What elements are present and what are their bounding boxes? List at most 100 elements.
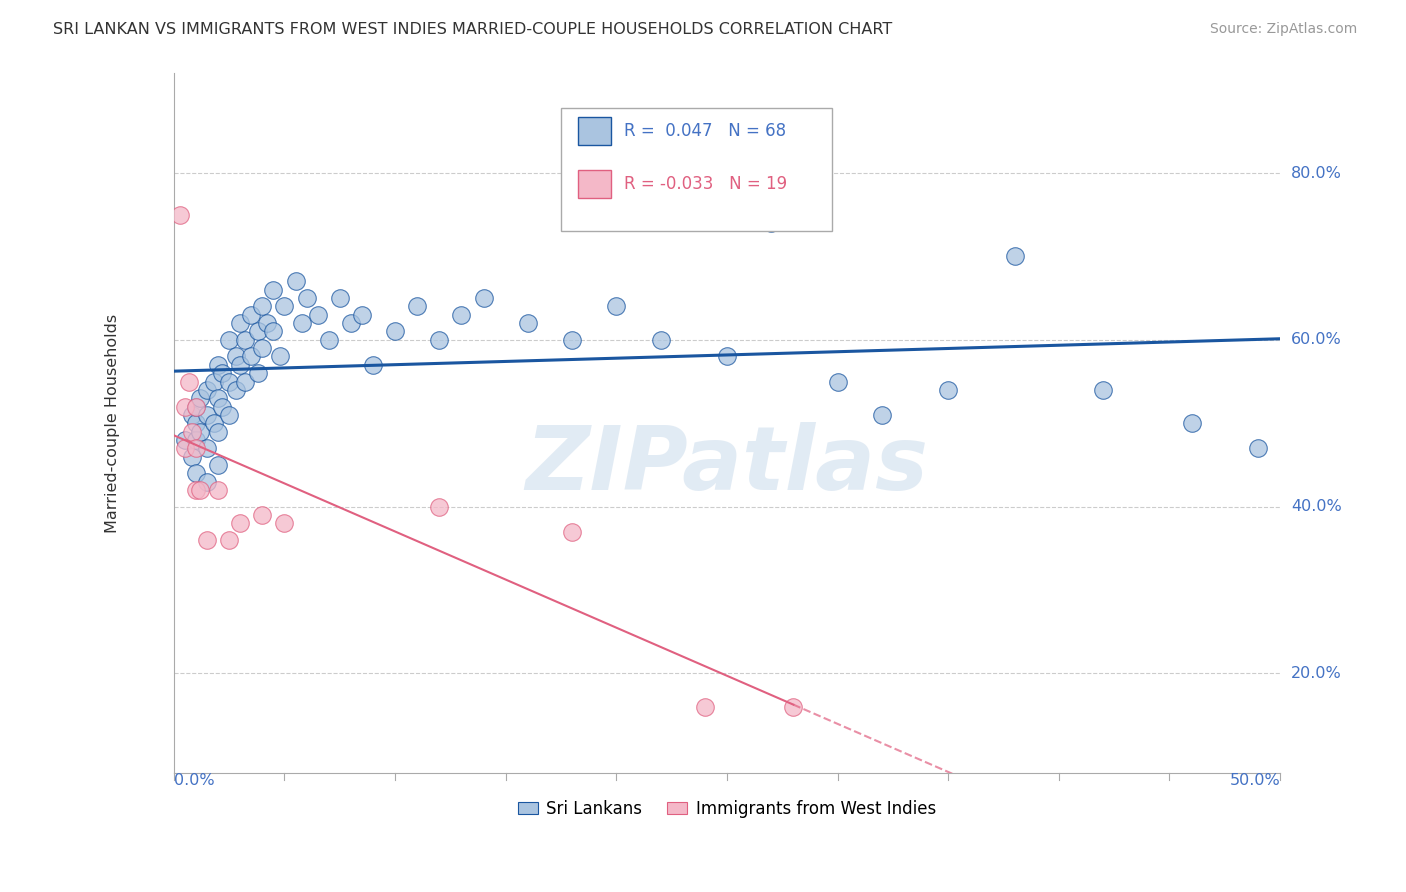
Point xyxy=(184,483,207,497)
Point xyxy=(427,333,450,347)
Point xyxy=(1092,383,1115,397)
Text: 20.0%: 20.0% xyxy=(1291,665,1341,681)
Point xyxy=(233,375,256,389)
Point xyxy=(229,516,252,531)
Point xyxy=(218,375,240,389)
Point xyxy=(472,291,495,305)
Point xyxy=(229,316,252,330)
Point xyxy=(269,350,291,364)
Point xyxy=(427,500,450,514)
Point xyxy=(240,350,263,364)
FancyBboxPatch shape xyxy=(561,108,832,230)
Point xyxy=(256,316,278,330)
Point xyxy=(246,325,269,339)
Point xyxy=(318,333,340,347)
Point xyxy=(561,333,583,347)
Text: Married-couple Households: Married-couple Households xyxy=(105,314,121,533)
Point xyxy=(207,458,229,472)
Point xyxy=(218,333,240,347)
Point xyxy=(184,400,207,414)
Point xyxy=(173,400,195,414)
Point xyxy=(173,441,195,455)
Text: 60.0%: 60.0% xyxy=(1291,333,1341,347)
Text: 80.0%: 80.0% xyxy=(1291,166,1341,180)
Text: Source: ZipAtlas.com: Source: ZipAtlas.com xyxy=(1209,22,1357,37)
Point xyxy=(827,375,849,389)
Point xyxy=(262,283,284,297)
Point xyxy=(190,391,212,405)
Point xyxy=(169,208,191,222)
Point xyxy=(406,300,429,314)
Point xyxy=(1004,249,1026,263)
Point xyxy=(693,699,716,714)
Point xyxy=(184,416,207,430)
Point xyxy=(240,308,263,322)
Point xyxy=(207,425,229,439)
Point xyxy=(195,383,218,397)
Point xyxy=(184,467,207,481)
Point xyxy=(184,400,207,414)
Text: SRI LANKAN VS IMMIGRANTS FROM WEST INDIES MARRIED-COUPLE HOUSEHOLDS CORRELATION : SRI LANKAN VS IMMIGRANTS FROM WEST INDIE… xyxy=(53,22,893,37)
Point xyxy=(605,300,627,314)
Point xyxy=(273,300,295,314)
Point xyxy=(284,275,307,289)
Point xyxy=(252,341,274,355)
Point xyxy=(184,433,207,447)
Point xyxy=(361,358,384,372)
Point xyxy=(229,358,252,372)
Point xyxy=(190,425,212,439)
Legend: Sri Lankans, Immigrants from West Indies: Sri Lankans, Immigrants from West Indies xyxy=(512,793,942,824)
Text: 50.0%: 50.0% xyxy=(1229,773,1279,789)
Point xyxy=(350,308,373,322)
Text: ZIPatlas: ZIPatlas xyxy=(526,422,928,508)
Point xyxy=(650,333,672,347)
Point xyxy=(218,408,240,422)
Point xyxy=(291,316,314,330)
Point xyxy=(870,408,893,422)
Point xyxy=(1180,416,1202,430)
Point xyxy=(207,358,229,372)
Point xyxy=(207,391,229,405)
Point xyxy=(516,316,538,330)
Point xyxy=(225,383,247,397)
Point xyxy=(936,383,959,397)
Bar xyxy=(578,117,610,145)
Point xyxy=(262,325,284,339)
Point xyxy=(307,308,329,322)
Text: R =  0.047   N = 68: R = 0.047 N = 68 xyxy=(624,122,786,140)
Point xyxy=(561,524,583,539)
Text: R = -0.033   N = 19: R = -0.033 N = 19 xyxy=(624,175,787,193)
Point xyxy=(225,350,247,364)
Point xyxy=(195,441,218,455)
Point xyxy=(759,216,782,230)
Point xyxy=(211,400,233,414)
Point xyxy=(716,350,738,364)
Point xyxy=(180,450,202,464)
Point xyxy=(202,416,225,430)
Bar xyxy=(578,169,610,198)
Point xyxy=(273,516,295,531)
Point xyxy=(202,375,225,389)
Point xyxy=(252,508,274,522)
Point xyxy=(295,291,318,305)
Point xyxy=(180,408,202,422)
Point xyxy=(782,699,804,714)
Point xyxy=(195,533,218,547)
Point xyxy=(450,308,472,322)
Point xyxy=(173,433,195,447)
Point xyxy=(233,333,256,347)
Point xyxy=(195,408,218,422)
Point xyxy=(1247,441,1270,455)
Point xyxy=(180,425,202,439)
Point xyxy=(207,483,229,497)
Point xyxy=(179,375,201,389)
Point xyxy=(384,325,406,339)
Text: 0.0%: 0.0% xyxy=(174,773,215,789)
Point xyxy=(184,441,207,455)
Point xyxy=(190,483,212,497)
Point xyxy=(195,475,218,489)
Point xyxy=(252,300,274,314)
Point xyxy=(329,291,352,305)
Point xyxy=(246,366,269,380)
Point xyxy=(340,316,363,330)
